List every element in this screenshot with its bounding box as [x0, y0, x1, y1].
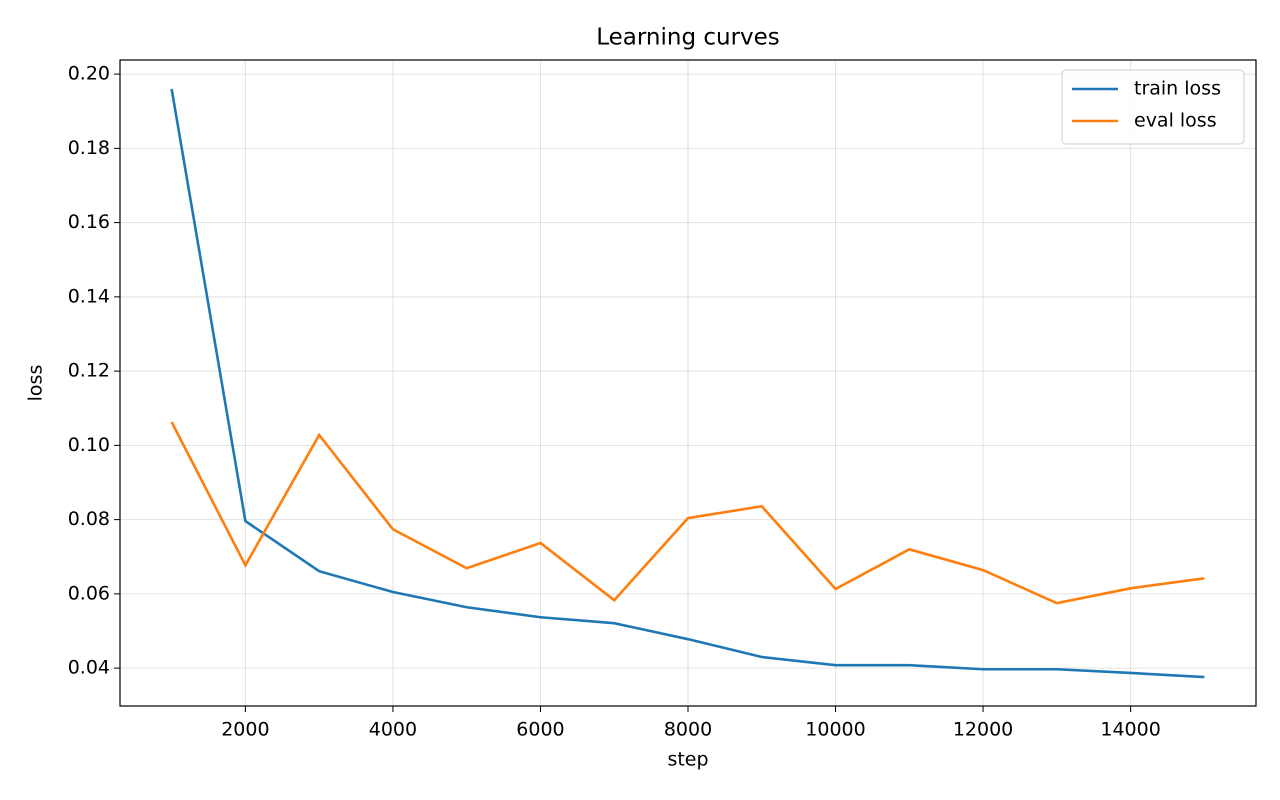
- y-tick-label: 0.06: [68, 582, 110, 604]
- x-tick-label: 2000: [221, 719, 269, 741]
- chart-title: Learning curves: [596, 25, 780, 51]
- y-tick-label: 0.08: [68, 508, 110, 530]
- y-tick-label: 0.14: [68, 285, 110, 307]
- plot-frame: [119, 59, 1257, 707]
- x-tick-label: 4000: [369, 719, 417, 741]
- legend-label: eval loss: [1134, 110, 1217, 132]
- legend-label: train loss: [1134, 78, 1221, 100]
- y-tick-label: 0.10: [68, 434, 110, 456]
- x-axis-label: step: [667, 749, 708, 771]
- line-series: [170, 421, 1205, 605]
- x-tick-label: 8000: [664, 719, 712, 741]
- y-tick-label: 0.12: [68, 360, 110, 382]
- y-tick-label: 0.04: [68, 657, 110, 679]
- x-tick-label: 10000: [805, 719, 865, 741]
- x-tick-label: 14000: [1100, 719, 1160, 741]
- x-tick-label: 6000: [516, 719, 564, 741]
- y-tick-label: 0.20: [68, 63, 110, 85]
- y-tick-label: 0.16: [68, 211, 110, 233]
- y-axis-label: loss: [25, 365, 47, 402]
- y-tick-label: 0.18: [68, 137, 110, 159]
- x-tick-label: 12000: [953, 719, 1013, 741]
- line-series: [170, 88, 1205, 679]
